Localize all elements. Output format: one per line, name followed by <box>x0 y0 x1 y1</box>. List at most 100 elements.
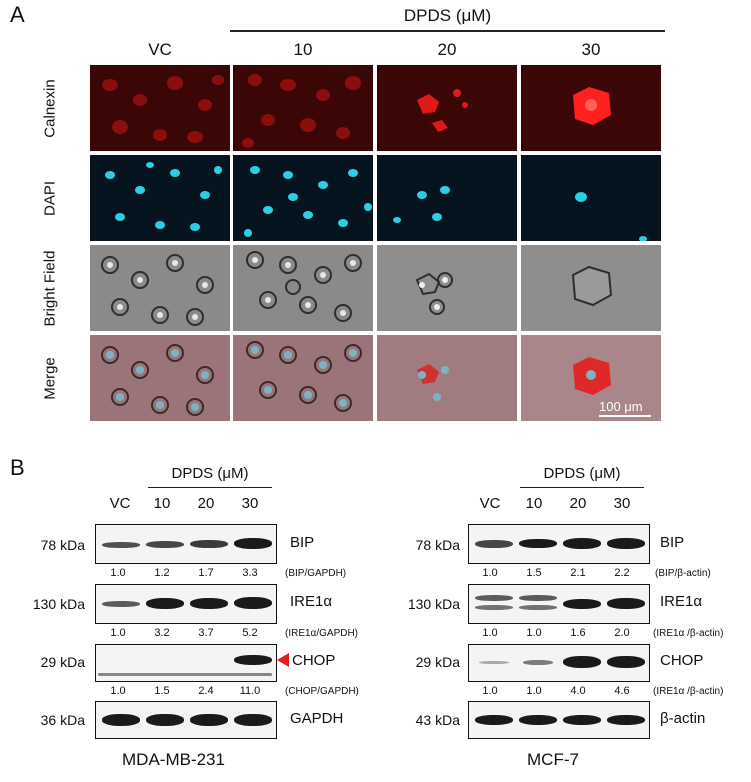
scale-bar <box>599 415 651 417</box>
left-blot-gapdh <box>95 701 277 739</box>
band <box>475 605 513 610</box>
band <box>563 715 601 725</box>
micrograph-calnexin-10 <box>233 65 373 151</box>
left-ire1a-quant-20: 3.7 <box>198 627 214 639</box>
band <box>102 601 140 607</box>
left-col-30: 30 <box>241 495 259 512</box>
band <box>523 660 553 665</box>
band <box>475 715 513 725</box>
left-chop-quant-label: (CHOP/GAPDH) <box>285 686 359 697</box>
panel-a-treatment-header: DPDS (μM) <box>403 6 492 25</box>
left-ire1a-quant-vc: 1.0 <box>110 627 126 639</box>
right-ire1a-quant-20: 1.6 <box>570 627 586 639</box>
left-blot-bip <box>95 524 277 564</box>
right-col-20: 20 <box>569 495 587 512</box>
band <box>146 541 184 548</box>
right-blot-bip <box>468 524 650 564</box>
band <box>475 595 513 601</box>
right-bip-quant-vc: 1.0 <box>482 567 498 579</box>
left-blot-ire1a-kda: 130 kDa <box>32 596 85 612</box>
left-treatment-header: DPDS (μM) <box>171 465 249 482</box>
right-blot-chop <box>468 644 650 682</box>
left-blot-ire1a-protein: IRE1α <box>290 593 333 610</box>
micrograph-brightfield-vc <box>90 245 230 331</box>
band <box>607 538 645 549</box>
left-blot-chop-protein: CHOP <box>292 652 336 669</box>
band <box>98 673 272 676</box>
right-col-vc: VC <box>479 495 501 512</box>
band <box>234 538 272 549</box>
band <box>607 598 645 609</box>
micrograph-calnexin-vc <box>90 65 230 151</box>
band <box>479 661 509 664</box>
band <box>563 599 601 609</box>
band <box>190 540 228 548</box>
right-chop-quant-label: (IRE1α /β-actin) <box>653 686 724 697</box>
left-bip-quant-label: (BIP/GAPDH) <box>285 568 347 579</box>
left-chop-quant-10: 1.5 <box>154 685 170 697</box>
band <box>519 605 557 610</box>
left-ire1a-quant-30: 5.2 <box>242 627 258 639</box>
band <box>146 598 184 609</box>
right-blot-chop-kda: 29 kDa <box>415 654 460 670</box>
micrograph-merge-vc <box>90 335 230 421</box>
right-ire1a-quant-label: (IRE1α /β-actin) <box>653 628 724 639</box>
column-header-10: 10 <box>293 40 313 59</box>
right-blot-chop-protein: CHOP <box>660 652 704 669</box>
left-blot-gapdh-kda: 36 kDa <box>40 712 85 728</box>
right-cell-line: MCF-7 <box>527 750 579 769</box>
left-bip-quant-30: 3.3 <box>242 567 258 579</box>
left-ire1a-quant-10: 3.2 <box>154 627 170 639</box>
left-bip-quant-20: 1.7 <box>198 567 214 579</box>
chop-arrow-icon <box>277 653 289 667</box>
band <box>519 595 557 601</box>
left-blot-chop <box>95 644 277 682</box>
micrograph-dapi-vc <box>90 155 230 241</box>
right-blot-actin <box>468 701 650 739</box>
left-chop-quant-20: 2.4 <box>198 685 214 697</box>
band <box>102 542 140 548</box>
micrograph-calnexin-30 <box>521 65 661 151</box>
left-header-rule <box>148 487 272 488</box>
left-ire1a-quant-label: (IRE1α/GAPDH) <box>285 628 359 639</box>
left-col-20: 20 <box>197 495 215 512</box>
right-blot-ire1a <box>468 584 650 624</box>
band <box>475 540 513 548</box>
micrograph-dapi-10 <box>233 155 373 241</box>
band <box>607 656 645 668</box>
left-chop-quant-vc: 1.0 <box>110 685 126 697</box>
micrograph-calnexin-20 <box>377 65 517 151</box>
left-bip-quant-10: 1.2 <box>154 567 170 579</box>
left-col-10: 10 <box>153 495 171 512</box>
micrograph-brightfield-20 <box>377 245 517 331</box>
left-blot-bip-protein: BIP <box>290 534 315 551</box>
band <box>190 598 228 609</box>
right-col-10: 10 <box>525 495 543 512</box>
micrograph-merge-10 <box>233 335 373 421</box>
right-chop-quant-30: 4.6 <box>614 685 630 697</box>
column-header-30: 30 <box>581 40 601 59</box>
right-blot-bip-kda: 78 kDa <box>415 537 460 553</box>
panel-b-letter: B <box>10 455 25 480</box>
micrograph-merge-20 <box>377 335 517 421</box>
right-blot-ire1a-protein: IRE1α <box>660 593 703 610</box>
column-header-20: 20 <box>437 40 457 59</box>
right-ire1a-quant-vc: 1.0 <box>482 627 498 639</box>
band <box>102 714 140 726</box>
left-blot-bip-kda: 78 kDa <box>40 537 85 553</box>
band <box>563 538 601 549</box>
right-bip-quant-10: 1.5 <box>526 567 542 579</box>
band <box>234 597 272 609</box>
right-bip-quant-30: 2.2 <box>614 567 630 579</box>
micrograph-brightfield-30 <box>521 245 661 331</box>
left-bip-quant-vc: 1.0 <box>110 567 126 579</box>
left-blot-ire1a <box>95 584 277 624</box>
panel-a-header-rule <box>230 30 665 32</box>
right-chop-quant-vc: 1.0 <box>482 685 498 697</box>
right-bip-quant-label: (BIP/β-actin) <box>655 568 711 579</box>
left-col-vc: VC <box>109 495 131 512</box>
right-blot-actin-kda: 43 kDa <box>415 712 460 728</box>
micrograph-dapi-30 <box>521 155 661 241</box>
right-blot-bip-protein: BIP <box>660 534 685 551</box>
band <box>146 714 184 726</box>
